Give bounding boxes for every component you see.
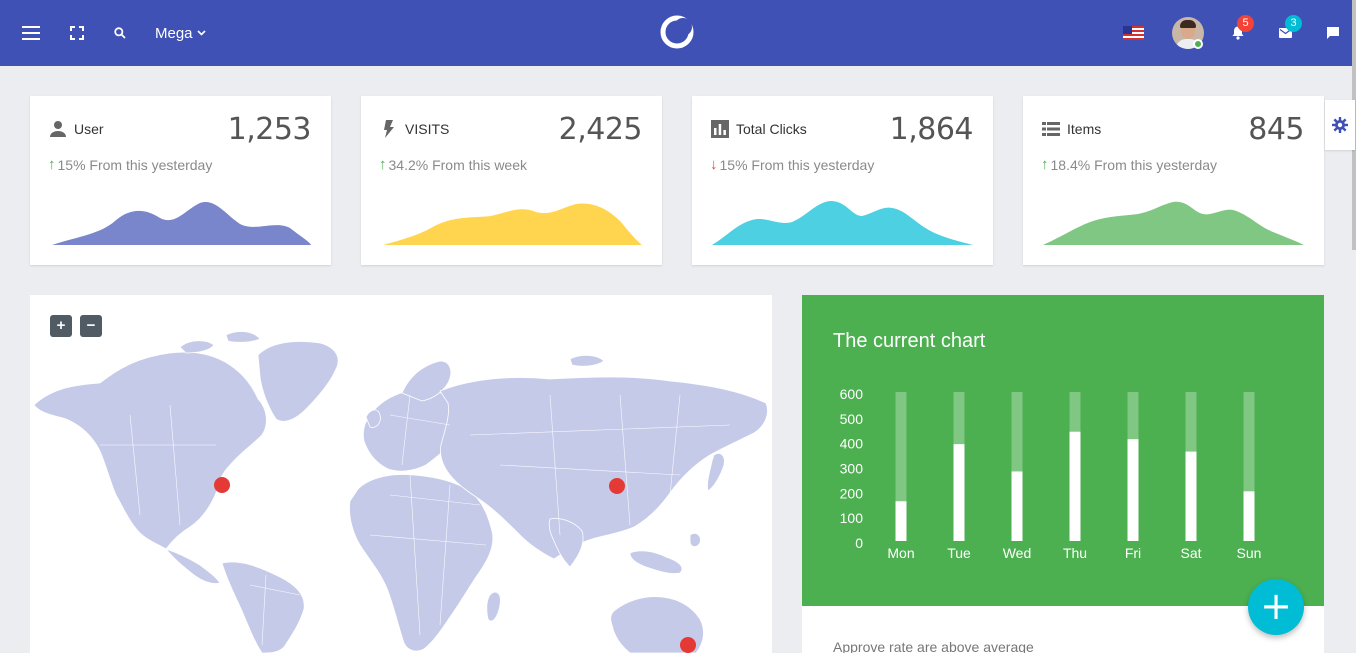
map-marker-new-york	[214, 477, 230, 493]
map-region-india	[548, 518, 584, 568]
map-region-uk	[365, 409, 381, 428]
stat-card-user: User 1,253 ↑ 15% From this yesterday	[30, 96, 331, 265]
bar-tue[interactable]	[953, 444, 965, 541]
chevron-down-icon	[196, 30, 206, 36]
arrow-up-icon: ↑	[48, 156, 56, 173]
stat-trend: ↑ 18.4% From this yesterday	[1041, 156, 1218, 173]
stat-card-visits: VISITS 2,425 ↑ 34.2% From this week	[361, 96, 662, 265]
mail-icon[interactable]	[1276, 0, 1294, 66]
y-tick-label: 500	[840, 411, 864, 427]
map-region-central-america	[164, 548, 221, 584]
y-tick-label: 600	[840, 386, 864, 402]
map-region-japan	[707, 453, 725, 492]
approve-rate-text: Approve rate are above average	[833, 639, 1034, 653]
map-region-north-america	[33, 351, 267, 550]
online-status-dot	[1193, 39, 1203, 49]
x-tick-label: Thu	[1063, 545, 1087, 561]
settings-panel-toggle[interactable]	[1325, 100, 1355, 150]
stat-label: User	[74, 121, 104, 137]
stat-card-total-clicks: Total Clicks 1,864 ↓ 15% From this yester…	[692, 96, 993, 265]
current-chart-panel: The current chart 0 100 200 300 400 500 600 Mon…	[802, 295, 1324, 606]
sparkline-area	[383, 203, 642, 245]
map-zoom-out-button[interactable]: −	[80, 315, 102, 337]
map-region-south-america	[221, 561, 305, 653]
stat-value: 845	[1248, 112, 1304, 147]
notifications-bell-icon[interactable]	[1229, 0, 1247, 66]
stat-trend: ↑ 15% From this yesterday	[48, 156, 213, 173]
chart-title: The current chart	[833, 330, 986, 352]
bar-fri[interactable]	[1127, 439, 1139, 541]
stat-trend: ↓ 15% From this yesterday	[710, 156, 875, 173]
fullscreen-icon[interactable]	[66, 0, 88, 66]
map-region-asia	[439, 376, 768, 560]
user-icon	[50, 121, 66, 137]
mega-menu-label: Mega	[155, 24, 193, 42]
stat-label: Items	[1067, 121, 1102, 137]
sparkline-area	[52, 202, 311, 245]
map-marker-sydney	[680, 637, 696, 653]
arrow-down-icon: ↓	[710, 156, 718, 173]
map-region-southeast-asia	[629, 550, 683, 574]
map-region-greenland	[257, 341, 339, 422]
stat-value: 2,425	[558, 112, 643, 147]
map-region-madagascar	[486, 591, 501, 622]
stat-value: 1,864	[889, 112, 974, 147]
arrow-up-icon: ↑	[379, 156, 387, 173]
y-tick-label: 100	[840, 510, 864, 526]
messages-badge: 3	[1285, 15, 1302, 32]
map-region-africa	[349, 474, 494, 652]
bar-track	[895, 392, 907, 541]
bar-sun[interactable]	[1243, 491, 1255, 541]
map-region-australia	[610, 596, 704, 653]
x-tick-label: Mon	[887, 545, 914, 561]
sparkline-area	[712, 201, 973, 245]
stat-card-items: Items 845 ↑ 18.4% From this yesterday	[1023, 96, 1324, 265]
map-region-scandinavia	[401, 360, 452, 402]
x-tick-label: Sat	[1180, 545, 1201, 561]
stat-trend: ↑ 34.2% From this week	[379, 156, 527, 173]
bar-track	[1243, 392, 1255, 541]
hamburger-menu-icon[interactable]	[18, 0, 44, 66]
notifications-badge: 5	[1237, 15, 1254, 32]
search-icon[interactable]	[110, 0, 130, 66]
map-marker-beijing	[609, 478, 625, 494]
x-tick-label: Wed	[1003, 545, 1032, 561]
y-tick-label: 300	[840, 461, 864, 477]
list-icon	[1042, 122, 1060, 136]
bar-chart-icon	[711, 120, 729, 138]
x-tick-label: Fri	[1125, 545, 1141, 561]
bar-thu[interactable]	[1069, 431, 1081, 541]
world-map[interactable]	[30, 295, 772, 653]
bar-mon[interactable]	[895, 501, 907, 541]
stat-label: VISITS	[405, 121, 450, 137]
app-logo-icon[interactable]	[659, 14, 695, 50]
stat-value: 1,253	[227, 112, 312, 147]
y-tick-label: 200	[840, 485, 864, 501]
arrow-up-icon: ↑	[1041, 156, 1049, 173]
map-zoom-in-button[interactable]: +	[50, 315, 72, 337]
weekly-bar-chart: 0 100 200 300 400 500 600 Mon Tue Wed Thu Fri Sat Sun	[840, 386, 1262, 561]
y-tick-label: 400	[840, 436, 864, 452]
y-tick-label: 0	[855, 535, 863, 551]
add-fab-button[interactable]: +	[1248, 579, 1304, 635]
bar-sat[interactable]	[1185, 451, 1197, 541]
chat-icon[interactable]	[1324, 0, 1342, 66]
approve-rate-panel: Approve rate are above average	[802, 606, 1324, 653]
gear-icon	[1332, 117, 1348, 133]
world-map-panel: + −	[30, 295, 772, 653]
bolt-icon	[384, 120, 394, 138]
sparkline-area	[1043, 201, 1304, 245]
us-flag-icon[interactable]	[1123, 26, 1144, 40]
mega-menu-dropdown[interactable]: Mega	[155, 0, 206, 66]
x-tick-label: Sun	[1237, 545, 1262, 561]
bar-wed[interactable]	[1011, 471, 1023, 541]
x-tick-label: Tue	[947, 545, 971, 561]
bar-track	[1011, 392, 1023, 541]
stat-label: Total Clicks	[736, 121, 807, 137]
page-scrollbar-track[interactable]	[1352, 0, 1356, 653]
